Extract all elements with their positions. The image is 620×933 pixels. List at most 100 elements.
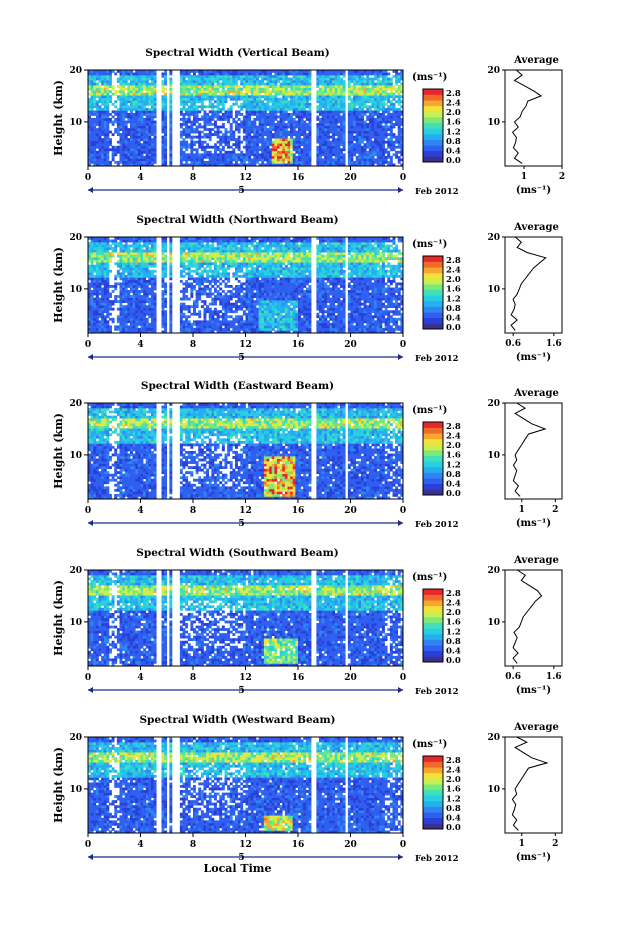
heatmap-cell (240, 123, 243, 126)
heatmap-cell (151, 98, 154, 101)
heatmap-cell (120, 143, 123, 146)
heatmap-cell (256, 158, 259, 161)
heatmap-cell (122, 141, 125, 144)
heatmap-cell (180, 90, 183, 93)
heatmap-cell (232, 121, 235, 124)
heatmap-cell (93, 78, 96, 81)
heatmap-cell (99, 158, 102, 161)
heatmap-cell (96, 156, 99, 159)
heatmap-cell (201, 118, 204, 121)
heatmap-cell (248, 118, 251, 121)
heatmap-cell (120, 126, 123, 129)
heatmap-cell (127, 88, 130, 91)
heatmap-cell (101, 80, 104, 83)
heatmap-cell (248, 88, 251, 91)
heatmap-cell (99, 98, 102, 101)
heatmap-cell (91, 118, 94, 121)
heatmap-cell (214, 85, 217, 88)
heatmap-cell (148, 143, 151, 146)
heatmap-cell (114, 121, 117, 124)
heatmap-cell (253, 138, 256, 141)
heatmap-cell (240, 156, 243, 159)
heatmap-cell (133, 115, 136, 118)
heatmap-cell (133, 108, 136, 111)
heatmap-cell (122, 133, 125, 136)
heatmap-cell (204, 73, 207, 76)
heatmap-cell (190, 153, 193, 156)
heatmap-cell (185, 75, 188, 78)
heatmap-cell (190, 146, 193, 149)
heatmap-cell (122, 118, 125, 121)
heatmap-cell (135, 118, 138, 121)
heatmap-cell (91, 148, 94, 151)
heatmap-cell (238, 93, 241, 96)
heatmap-cell (211, 161, 214, 164)
heatmap-cell (235, 141, 238, 144)
heatmap-cell (154, 158, 157, 161)
heatmap-cell (135, 148, 138, 151)
heatmap-cell (246, 88, 249, 91)
heatmap-cell (169, 158, 172, 161)
heatmap-cell (201, 75, 204, 78)
heatmap-cell (133, 161, 136, 164)
heatmap-cell (154, 138, 157, 141)
heatmap-cell (196, 153, 199, 156)
heatmap-cell (222, 80, 225, 83)
heatmap-cell (219, 156, 222, 159)
heatmap-cell (169, 141, 172, 144)
heatmap-cell (133, 85, 136, 88)
heatmap-cell (135, 95, 138, 98)
heatmap-cell (154, 75, 157, 78)
heatmap-cell (154, 105, 157, 108)
heatmap-cell (106, 90, 109, 93)
heatmap-cell (122, 93, 125, 96)
heatmap-cell (206, 73, 209, 76)
heatmap-cell (253, 73, 256, 76)
heatmap-cell (138, 123, 141, 126)
heatmap-cell (99, 73, 102, 76)
heatmap-cell (256, 83, 259, 86)
heatmap-cell (201, 103, 204, 106)
heatmap-cell (183, 141, 186, 144)
heatmap-cell (196, 75, 199, 78)
heatmap-cell (256, 131, 259, 134)
heatmap-cell (122, 88, 125, 91)
heatmap-cell (180, 148, 183, 151)
heatmap-cell (93, 121, 96, 124)
heatmap-cell (120, 108, 123, 111)
heatmap-cell (253, 146, 256, 149)
heatmap-cell (256, 105, 259, 108)
heatmap-cell (120, 115, 123, 118)
heatmap-cell (256, 136, 259, 139)
heatmap-cell (232, 133, 235, 136)
heatmap-cell (164, 88, 167, 91)
heatmap-cell (209, 90, 212, 93)
heatmap-cell (198, 75, 201, 78)
heatmap-cell (117, 141, 120, 144)
heatmap-cell (169, 146, 172, 149)
heatmap-cell (225, 93, 228, 96)
heatmap-cell (222, 138, 225, 141)
heatmap-cell (169, 156, 172, 159)
heatmap-cell (238, 156, 241, 159)
heatmap-cell (204, 126, 207, 129)
heatmap-cell (146, 98, 149, 101)
heatmap-cell (185, 90, 188, 93)
heatmap-cell (240, 88, 243, 91)
heatmap-cell (188, 95, 191, 98)
heatmap-cell (130, 151, 133, 154)
heatmap-cell (222, 75, 225, 78)
heatmap-cell (141, 121, 144, 124)
heatmap-cell (209, 156, 212, 159)
heatmap-cell (201, 88, 204, 91)
heatmap-cell (169, 95, 172, 98)
heatmap-cell (201, 83, 204, 86)
heatmap-cell (125, 141, 128, 144)
heatmap-cell (227, 121, 230, 124)
heatmap-cell (196, 161, 199, 164)
heatmap-cell (240, 83, 243, 86)
heatmap-cell (196, 95, 199, 98)
heatmap-cell (148, 90, 151, 93)
heatmap-cell (125, 98, 128, 101)
heatmap-cell (99, 141, 102, 144)
